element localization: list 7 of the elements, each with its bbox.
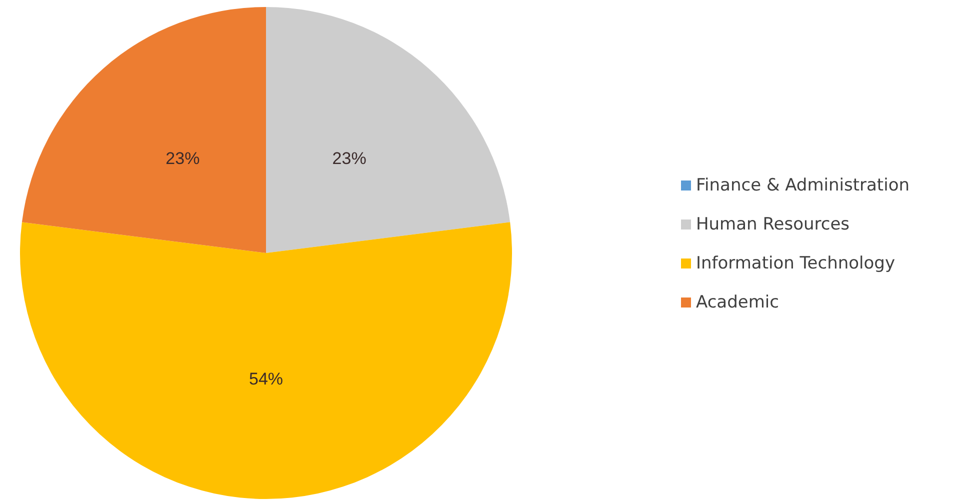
legend-label: Human Resources <box>696 214 850 234</box>
legend-label: Academic <box>696 292 779 312</box>
legend-label: Information Technology <box>696 254 896 274</box>
data-label: 23% <box>332 148 366 168</box>
data-label: 54% <box>248 370 284 388</box>
data-label: 23% <box>166 148 200 168</box>
legend-label: Finance & Administration <box>696 176 910 196</box>
